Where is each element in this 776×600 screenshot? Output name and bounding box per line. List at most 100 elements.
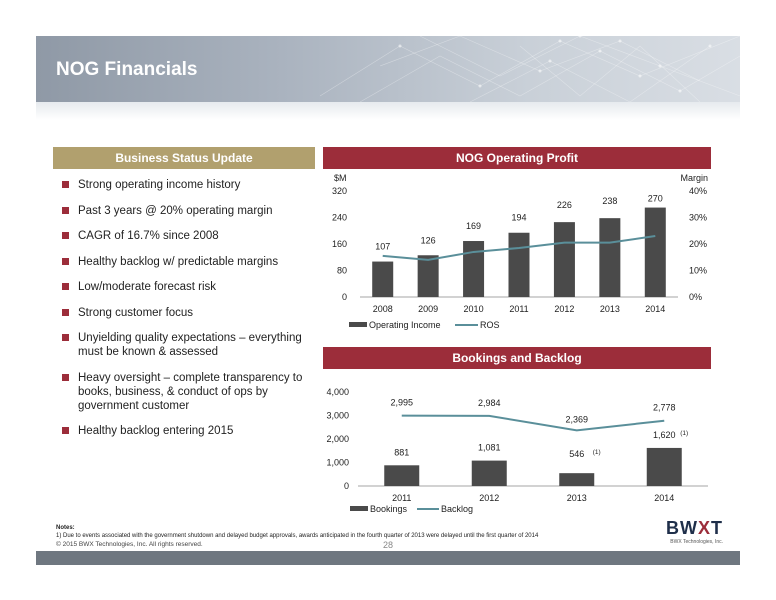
- bullet-text: Healthy backlog w/ predictable margins: [78, 255, 279, 268]
- bullet-square-icon: [62, 283, 69, 290]
- bullet-square-icon: [62, 308, 69, 316]
- bullet-square-icon: [62, 257, 69, 265]
- y-tick-label: 80: [337, 266, 347, 276]
- operating-income-bar: [372, 261, 394, 297]
- bullet-text: Unyielding quality expectations – everyt…: [78, 332, 302, 358]
- bookings-bar: [384, 465, 420, 486]
- y-tick-label: 0: [344, 481, 349, 491]
- bullet-text: CAGR of 16.7% since 2008: [78, 230, 219, 242]
- bullet-text: Healthy backlog entering 2015: [78, 425, 234, 437]
- page-title: NOG Financials: [56, 59, 198, 80]
- operating-income-bar: [599, 218, 621, 297]
- bullet-square-icon: [62, 427, 69, 434]
- y2-axis-label: Margin: [680, 173, 708, 183]
- operating-profit-chart: $M Margin 0 80 160 240 320 0% 10% 20% 30% 40% 2008 20…: [332, 173, 708, 330]
- legend-label-bookings: Bookings: [370, 504, 408, 514]
- bullet-text: Strong operating income history: [78, 179, 241, 191]
- legend-swatch-bookings: [350, 506, 368, 511]
- bar-value-label: 169: [466, 221, 481, 231]
- bar-value-label: 107: [375, 242, 390, 252]
- notes-label: Notes:: [56, 525, 75, 531]
- backlog-line: [401, 414, 665, 432]
- y-axis-label: $M: [334, 173, 347, 183]
- y-tick-label: 3,000: [326, 411, 349, 421]
- bullet-text: Strong customer focus: [78, 306, 194, 319]
- bullet-item: Past 3 years @ 20% operating margin: [62, 204, 312, 218]
- backlog-value-label: 2,369: [565, 414, 588, 424]
- y-tick-label: 320: [332, 186, 347, 196]
- x-tick-label: 2012: [479, 493, 499, 503]
- bar-value-label: 126: [421, 235, 436, 245]
- y-tick-label: 240: [332, 213, 347, 223]
- bookings-value-label: 1,081: [478, 443, 501, 453]
- x-tick-label: 2013: [567, 493, 587, 503]
- logo-tagline: BWX Technologies, Inc.: [670, 539, 724, 545]
- backlog-value-label: 2,984: [478, 398, 501, 408]
- operating-income-bar: [644, 207, 666, 297]
- bookings-value-label: 546: [569, 449, 584, 459]
- x-tick-label: 2010: [464, 304, 484, 314]
- x-tick-label: 2011: [509, 304, 528, 314]
- bookings-backlog-header: Bookings and Backlog: [323, 347, 711, 369]
- backlog-value-label: 2,995: [390, 398, 413, 408]
- y-tick-label: 2,000: [326, 434, 349, 444]
- bullet-item: CAGR of 16.7% since 2008: [62, 229, 312, 243]
- page-number: 28: [383, 540, 394, 550]
- y-tick-label: 0: [342, 292, 347, 302]
- y2-tick-label: 10%: [689, 266, 707, 276]
- y2-tick-label: 20%: [689, 239, 707, 249]
- bookings-bar: [559, 473, 595, 486]
- bullet-item: Heavy oversight – complete transparency …: [62, 371, 312, 413]
- y2-tick-label: 40%: [689, 186, 707, 196]
- y-tick-label: 1,000: [326, 458, 349, 468]
- notes-block: Notes: 1) Due to events associated with …: [56, 524, 538, 540]
- x-tick-label: 2011: [392, 493, 411, 503]
- logo-mark: BWXT: [666, 518, 724, 538]
- x-tick-label: 2014: [645, 304, 665, 314]
- footnote-marker: (1): [593, 449, 601, 456]
- x-tick-label: 2014: [654, 493, 674, 503]
- legend-swatch-operating-income: [349, 322, 367, 327]
- legend-label-backlog: Backlog: [441, 504, 473, 514]
- bookings-backlog-chart: 0 1,000 2,000 3,000 4,000 2011 2012 2013 2014 881…: [326, 387, 708, 514]
- operating-income-bar: [417, 255, 439, 297]
- ros-line: [382, 235, 656, 261]
- bullet-text: Low/moderate forecast risk: [78, 281, 217, 293]
- bullet-text: Past 3 years @ 20% operating margin: [78, 204, 273, 217]
- bar-value-label: 226: [557, 200, 572, 210]
- operating-income-bar: [463, 241, 485, 297]
- bullet-item: Strong customer focus: [62, 306, 312, 320]
- copyright: © 2015 BWX Technologies, Inc. All rights…: [56, 541, 203, 548]
- bullet-item: Low/moderate forecast risk: [62, 280, 312, 294]
- business-status-header: Business Status Update: [53, 147, 315, 169]
- bullet-square-icon: [62, 334, 69, 341]
- y2-tick-label: 30%: [689, 213, 707, 223]
- bar-value-label: 270: [648, 194, 663, 204]
- bookings-value-label: 881: [394, 447, 409, 457]
- legend-label-ros: ROS: [480, 320, 500, 330]
- footnote-marker: (1): [680, 430, 688, 437]
- y2-tick-label: 0%: [689, 292, 702, 302]
- bar-value-label: 194: [511, 213, 526, 223]
- bullet-text: Heavy oversight – complete transparency …: [78, 371, 303, 412]
- title-banner: NOG Financials: [36, 36, 740, 102]
- status-bullet-list: Strong operating income history Past 3 y…: [62, 178, 312, 450]
- x-tick-label: 2009: [418, 304, 438, 314]
- operating-income-bar: [508, 232, 530, 297]
- operating-income-bar: [553, 222, 575, 297]
- backlog-value-label: 2,778: [653, 403, 676, 413]
- legend-label-operating-income: Operating Income: [369, 320, 441, 330]
- note-1: 1) Due to events associated with the gov…: [56, 533, 539, 539]
- y-tick-label: 4,000: [326, 387, 349, 397]
- bullet-square-icon: [62, 181, 69, 188]
- x-tick-label: 2012: [554, 304, 574, 314]
- bar-value-label: 238: [602, 196, 617, 206]
- bullet-square-icon: [62, 206, 69, 214]
- network-graphic: [320, 36, 740, 102]
- bookings-bar: [471, 460, 507, 486]
- bullet-square-icon: [62, 232, 69, 239]
- operating-profit-header: NOG Operating Profit: [323, 147, 711, 169]
- bookings-value-label: 1,620: [653, 430, 676, 440]
- bullet-square-icon: [62, 373, 69, 381]
- title-shadow-band: [36, 102, 740, 120]
